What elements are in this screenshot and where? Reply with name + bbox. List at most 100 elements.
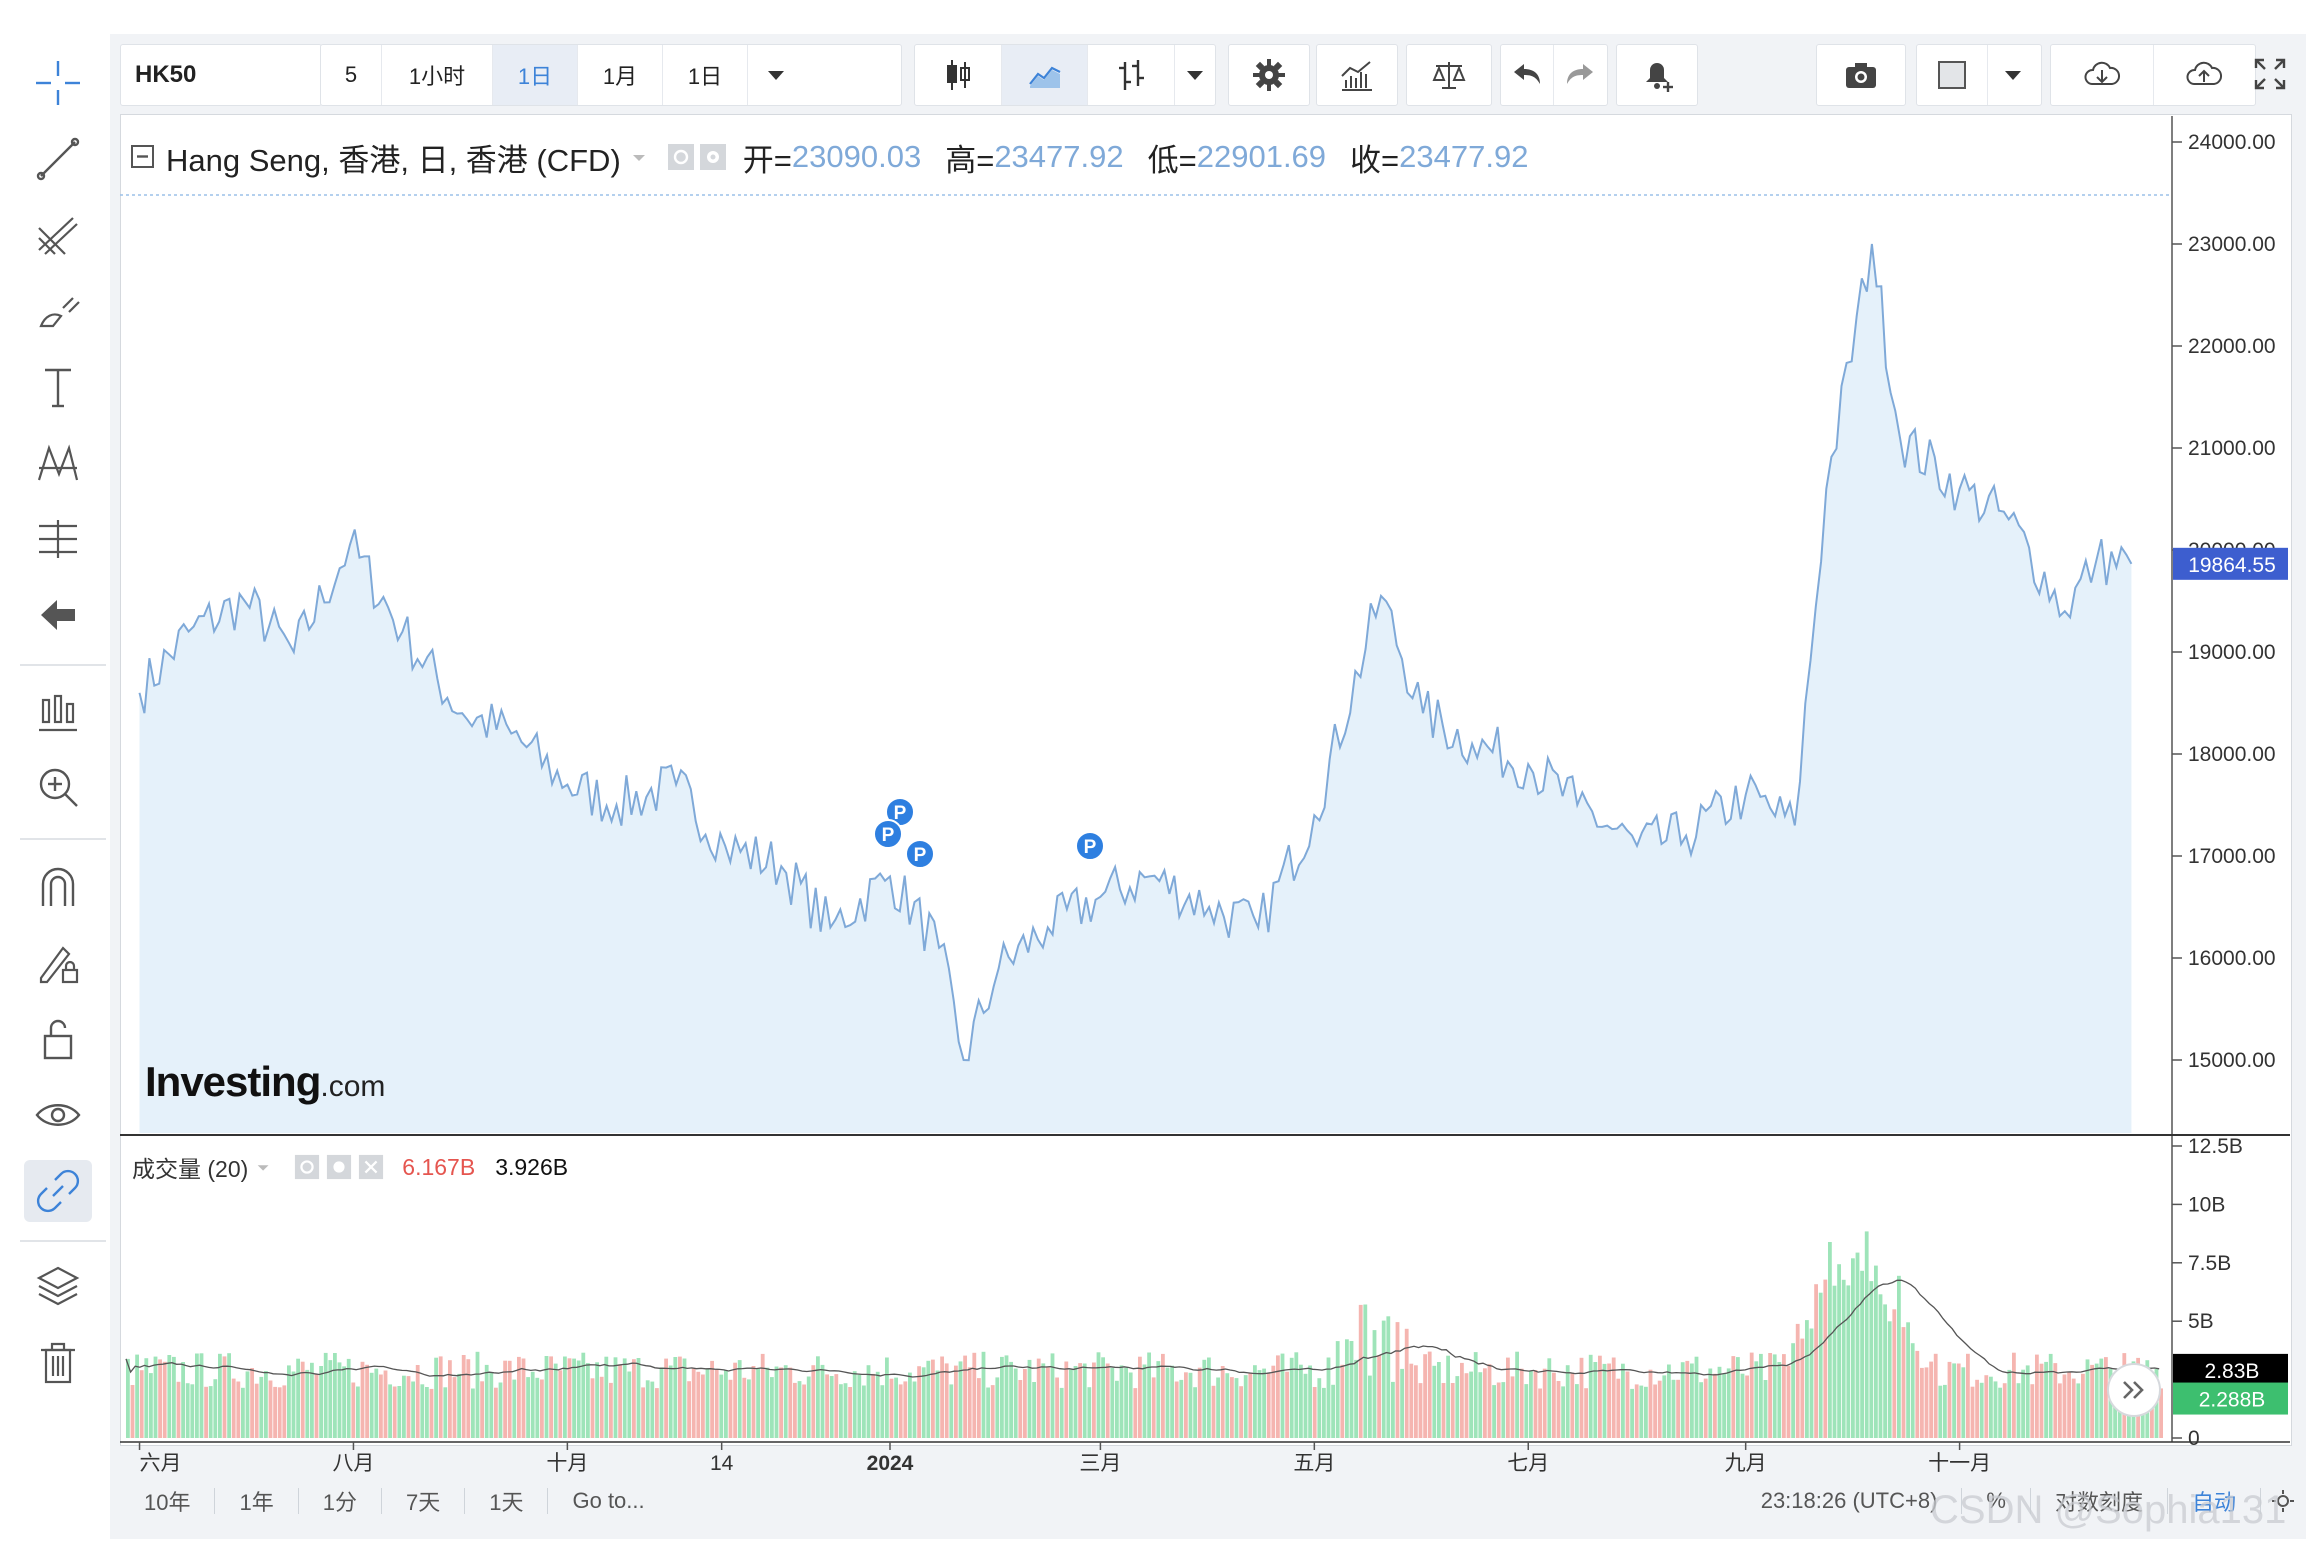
footer-gear-icon[interactable] — [2261, 1488, 2305, 1514]
settings-small-icon[interactable] — [699, 143, 727, 171]
chevron-down-icon — [2005, 71, 2021, 80]
legend-chevron-down-icon[interactable] — [629, 147, 651, 167]
volume-bar — [2016, 1383, 2021, 1438]
volume-bar — [1377, 1355, 1381, 1438]
volume-bar — [1138, 1356, 1142, 1438]
volume-bar — [1800, 1338, 1805, 1438]
interval-dropdown[interactable] — [748, 45, 804, 105]
eye-small-icon[interactable] — [667, 143, 695, 171]
unlock-icon[interactable] — [24, 1008, 92, 1070]
add-alert-bell-icon[interactable] — [1617, 45, 1697, 105]
volume-bar — [719, 1374, 724, 1438]
auto-scale-toggle[interactable]: 自动 — [2168, 1488, 2261, 1515]
pattern-icon[interactable] — [24, 432, 92, 494]
volume-bar — [1639, 1385, 1644, 1438]
volume-bar — [402, 1375, 406, 1438]
text-tool-icon[interactable] — [24, 356, 92, 418]
camera-icon[interactable] — [1817, 45, 1905, 105]
volume-bar — [494, 1387, 498, 1438]
fib-tools-icon[interactable] — [24, 204, 92, 266]
volume-avg-badge-bg — [2173, 1353, 2288, 1386]
trend-line-icon[interactable] — [24, 128, 92, 190]
scroll-to-end-button[interactable] — [2106, 1362, 2162, 1418]
layers-icon[interactable] — [24, 1256, 92, 1318]
bars-icon[interactable] — [1088, 45, 1176, 105]
long-position-icon[interactable] — [24, 680, 92, 742]
range-7d[interactable]: 7天 — [382, 1488, 466, 1515]
volume-avg-badge: 2.83B — [2205, 1360, 2260, 1383]
chart-type-dropdown[interactable] — [1175, 45, 1215, 105]
volume-bar — [1740, 1373, 1745, 1438]
interval-1h[interactable]: 1小时 — [382, 45, 493, 105]
compare-scale-icon[interactable] — [1407, 45, 1491, 105]
volume-bar — [650, 1381, 655, 1438]
volume-bar — [1174, 1381, 1179, 1438]
volume-bar — [1851, 1258, 1855, 1438]
color-square-icon[interactable] — [1917, 45, 1988, 105]
volume-bar — [1515, 1351, 1519, 1438]
volume-bar — [1220, 1366, 1225, 1438]
collapse-icon[interactable] — [130, 144, 156, 170]
volume-chevron-down-icon[interactable] — [254, 1158, 274, 1176]
volume-bar — [1165, 1367, 1170, 1438]
cloud-upload-icon[interactable] — [2154, 45, 2256, 105]
interval-1m[interactable]: 1月 — [578, 45, 663, 105]
volume-bar — [563, 1356, 567, 1438]
volume-bar — [641, 1387, 645, 1438]
gear-icon[interactable] — [1229, 45, 1309, 105]
link-icon[interactable] — [24, 1160, 92, 1222]
color-dropdown[interactable] — [1988, 45, 2038, 105]
volume-bar — [1193, 1387, 1197, 1438]
volume-bar — [820, 1364, 825, 1438]
cloud-download-icon[interactable] — [2051, 45, 2154, 105]
volume-bar — [1772, 1354, 1777, 1438]
range-1min[interactable]: 1分 — [299, 1488, 382, 1515]
symbol-box[interactable]: HK50 — [120, 44, 322, 106]
lock-drawing-icon[interactable] — [24, 932, 92, 994]
redo-icon[interactable] — [1554, 45, 1606, 105]
undo-icon[interactable] — [1501, 45, 1554, 105]
volume-bar — [1280, 1353, 1285, 1438]
volume-bar — [2094, 1363, 2099, 1438]
volume-bar — [1929, 1361, 1933, 1438]
volume-bar — [816, 1356, 820, 1438]
crosshair-icon[interactable] — [24, 52, 92, 114]
volume-bar — [2104, 1357, 2108, 1438]
log-scale-toggle[interactable]: 对数刻度 — [2031, 1488, 2168, 1515]
area-chart-icon[interactable] — [1001, 45, 1089, 105]
measure-icon[interactable] — [24, 508, 92, 570]
interval-1d[interactable]: 1日 — [493, 45, 578, 105]
back-arrow-icon[interactable] — [24, 584, 92, 646]
zoom-in-icon[interactable] — [24, 756, 92, 818]
trash-icon[interactable] — [24, 1332, 92, 1394]
goto-button[interactable]: Go to... — [572, 1488, 645, 1513]
symbol-name[interactable]: HK50 — [135, 61, 197, 88]
volume-bar — [1432, 1365, 1437, 1438]
volume-bar — [857, 1374, 862, 1438]
magnet-icon[interactable] — [24, 856, 92, 918]
range-1d[interactable]: 1天 — [465, 1488, 549, 1515]
volume-bar — [889, 1378, 894, 1438]
range-1y[interactable]: 1年 — [215, 1488, 299, 1515]
percent-toggle[interactable]: % — [1962, 1488, 2031, 1514]
interval-5[interactable]: 5 — [321, 45, 382, 105]
brush-icon[interactable] — [24, 280, 92, 342]
candles-icon[interactable] — [915, 45, 1002, 105]
indicators-icon[interactable] — [1317, 45, 1397, 105]
close-label: 收= — [1350, 142, 1400, 178]
volume-bar — [1547, 1358, 1552, 1438]
volume-bar — [2076, 1383, 2081, 1438]
volume-bar — [457, 1373, 461, 1438]
volume-bar — [1961, 1367, 1966, 1438]
volume-close-icon[interactable] — [358, 1154, 384, 1180]
range-10y[interactable]: 10年 — [120, 1488, 216, 1515]
eye-icon[interactable] — [24, 1084, 92, 1146]
volume-settings-icon[interactable] — [326, 1154, 352, 1180]
y-tick-label: 16000.00 — [2188, 947, 2276, 970]
volume-bar — [1142, 1364, 1147, 1438]
volume-eye-icon[interactable] — [294, 1154, 320, 1180]
volume-bar — [1906, 1322, 1910, 1438]
fullscreen-icon[interactable] — [2240, 44, 2300, 104]
interval-1d-b[interactable]: 1日 — [663, 45, 748, 105]
